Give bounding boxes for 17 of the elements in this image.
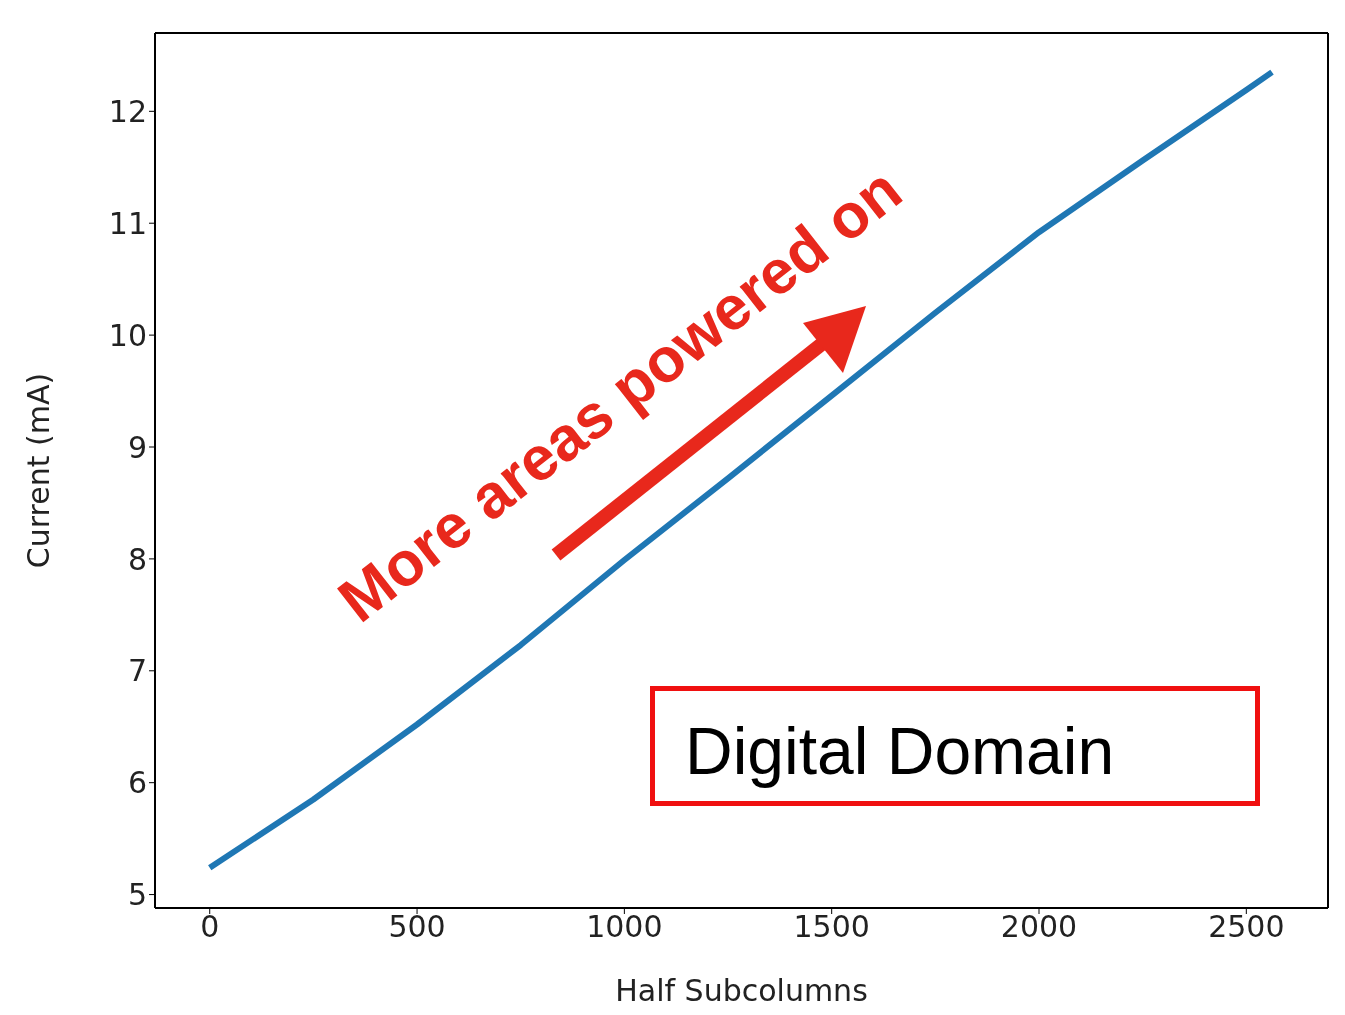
- x-tick-label: 0: [200, 909, 220, 945]
- y-axis-title: Current (mA): [20, 372, 56, 569]
- y-tick-label: 7: [127, 653, 147, 689]
- x-tick-label: 500: [388, 909, 446, 945]
- x-tick-label: 1500: [793, 909, 870, 945]
- y-tick-label: 9: [127, 429, 147, 465]
- y-tick-label: 6: [127, 765, 147, 801]
- y-tick-label: 8: [127, 541, 147, 577]
- x-tick-label: 2500: [1208, 909, 1285, 945]
- y-tick-label: 10: [108, 317, 147, 353]
- x-tick-label: 2000: [1000, 909, 1078, 945]
- x-axis-title: Half Subcolumns: [615, 973, 868, 1008]
- y-tick-label: 11: [108, 205, 147, 241]
- annotation: Digital Domain: [650, 686, 1260, 806]
- y-tick-label: 12: [108, 93, 147, 129]
- y-tick-label: 5: [127, 877, 147, 913]
- x-tick-label: 1000: [586, 909, 663, 945]
